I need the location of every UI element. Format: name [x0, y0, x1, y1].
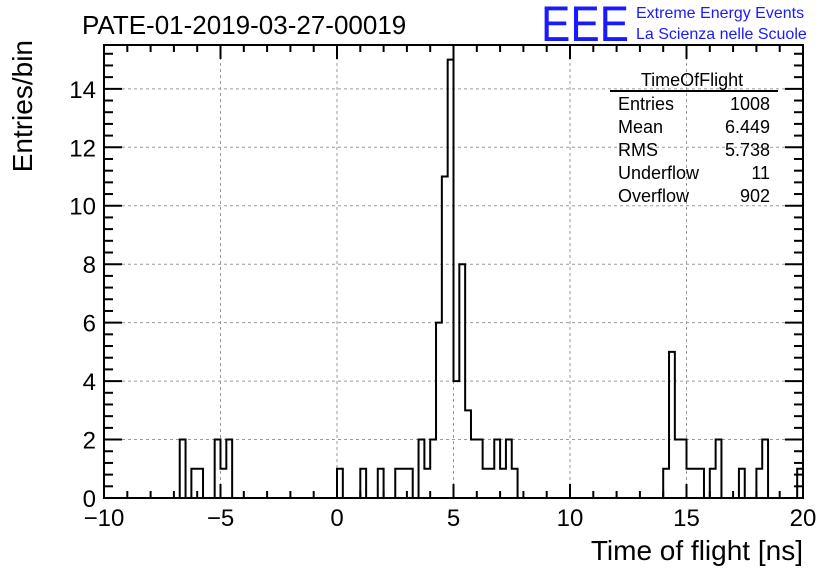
- chart-title: PATE-01-2019-03-27-00019: [82, 10, 406, 40]
- x-tick-label: 15: [673, 505, 700, 532]
- x-tick-label: 0: [330, 505, 343, 532]
- stats-label: Overflow: [618, 186, 690, 206]
- stats-label: Underflow: [618, 163, 700, 183]
- stats-box: TimeOfFlight Entries 1008 Mean 6.449 RMS 5.73…: [610, 70, 778, 206]
- eee-logo: EEE Extreme Energy Events La Scienza nel…: [541, 0, 807, 52]
- eee-logo-mark: EEE: [541, 0, 629, 52]
- stats-value: 6.449: [725, 117, 770, 137]
- plot-frame: [103, 44, 804, 499]
- logo-line-2: La Scienza nelle Scuole: [636, 26, 807, 43]
- stats-box-title: TimeOfFlight: [641, 70, 743, 90]
- x-tick-label: −5: [207, 505, 234, 532]
- y-tick-label: 6: [83, 311, 96, 338]
- x-tick-label: −10: [84, 505, 125, 532]
- y-tick-labels: 0 2 4 6 8 10 12 14: [69, 77, 96, 513]
- histogram-outline: [178, 58, 804, 499]
- stats-rows: Entries 1008 Mean 6.449 RMS 5.738 Underflow 11 O…: [618, 94, 770, 206]
- y-tick-label: 12: [69, 135, 96, 162]
- stats-value: 1008: [730, 94, 770, 114]
- x-tick-label: 20: [790, 505, 817, 532]
- y-tick-label: 10: [69, 194, 96, 221]
- stats-value: 902: [740, 186, 770, 206]
- axis-ticks: [103, 45, 804, 499]
- x-tick-labels: −10 −5 0 5 10 15 20: [84, 505, 817, 532]
- y-axis-label: Entries/bin: [7, 40, 38, 172]
- y-tick-label: 0: [83, 486, 96, 513]
- stats-label: Mean: [618, 117, 663, 137]
- stats-value: 5.738: [725, 140, 770, 160]
- y-tick-label: 8: [83, 252, 96, 279]
- x-axis-label: Time of flight [ns]: [591, 535, 803, 566]
- y-tick-label: 4: [83, 369, 96, 396]
- x-tick-label: 10: [557, 505, 584, 532]
- stats-value: 11: [751, 163, 770, 183]
- logo-line-1: Extreme Energy Events: [636, 5, 804, 22]
- y-tick-label: 2: [83, 428, 96, 455]
- y-tick-label: 14: [69, 77, 96, 104]
- x-tick-label: 5: [447, 505, 460, 532]
- stats-label: RMS: [618, 140, 658, 160]
- stats-label: Entries: [618, 94, 674, 114]
